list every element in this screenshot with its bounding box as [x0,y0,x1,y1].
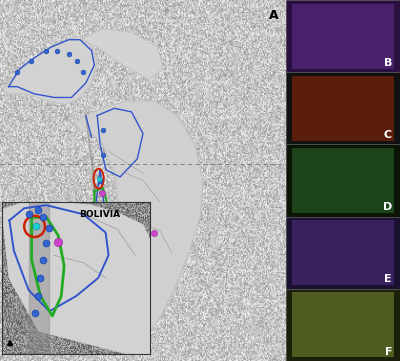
Text: B: B [384,58,392,68]
Text: A: A [269,9,278,22]
Polygon shape [2,202,150,354]
Text: F: F [384,347,392,357]
Polygon shape [3,36,97,105]
Text: C: C [384,130,392,140]
Text: BOLIVIA: BOLIVIA [79,210,120,219]
Polygon shape [86,116,106,307]
Text: D: D [383,202,392,212]
Polygon shape [80,29,163,79]
Polygon shape [74,101,203,347]
Bar [87,231,116,310]
Text: E: E [384,274,392,284]
